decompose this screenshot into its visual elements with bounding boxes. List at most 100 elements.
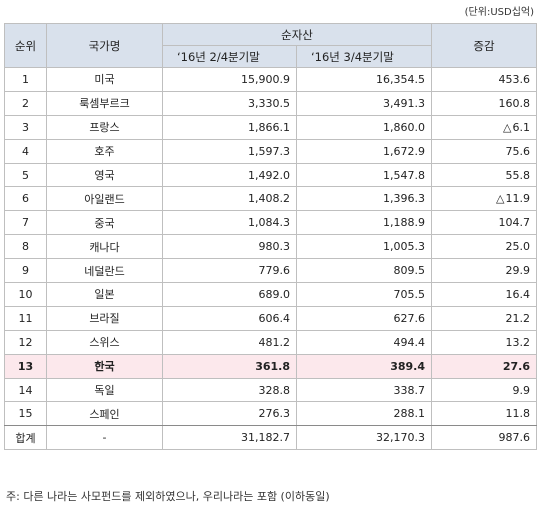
country-cell: 중국 (46, 210, 163, 236)
footnote: 주: 다른 나라는 사모펀드를 제외하였으나, 우리나라는 포함 (이하동일) (6, 490, 330, 503)
country-cell: 스위스 (46, 329, 163, 355)
table-body: 1 미국 15,900.9 16,354.5 453.6 2 룩셈부르크 3,330.5 3,4… (4, 67, 537, 451)
rank-cell: 6 (4, 186, 47, 212)
header-q3: ‘16년 3/4분기말 (296, 45, 432, 68)
q2-value-cell: 606.4 (162, 305, 297, 331)
q2-value-cell: 361.8 (162, 353, 297, 379)
q2-value-cell: 689.0 (162, 282, 297, 307)
table-row: 13 한국 361.8 389.4 27.6 (4, 353, 537, 379)
country-cell: 한국 (46, 353, 163, 379)
rank-cell: 2 (4, 90, 47, 116)
decrease-triangle-icon: △ (503, 120, 512, 134)
change-value: 9.9 (512, 383, 531, 397)
change-value: 11.9 (505, 192, 531, 206)
change-cell: 27.6 (431, 353, 537, 379)
rank-cell: 3 (4, 114, 47, 140)
change-cell: 75.6 (431, 138, 537, 164)
rank-cell: 5 (4, 162, 47, 188)
table-row: 6 아일랜드 1,408.2 1,396.3 △11.9 (4, 186, 537, 212)
table-row: 10 일본 689.0 705.5 16.4 (4, 282, 537, 307)
country-cell: 룩셈부르크 (46, 90, 163, 116)
change-value: 16.4 (505, 287, 531, 301)
change-cell: 11.8 (431, 401, 537, 427)
table-row: 1 미국 15,900.9 16,354.5 453.6 (4, 67, 537, 92)
table-row: 12 스위스 481.2 494.4 13.2 (4, 329, 537, 355)
header-country: 국가명 (46, 23, 163, 68)
q3-value-cell: 1,672.9 (296, 138, 432, 164)
rank-cell: 8 (4, 234, 47, 260)
q3-value-cell: 627.6 (296, 305, 432, 331)
rank-cell: 4 (4, 138, 47, 164)
change-value: 13.2 (505, 335, 531, 349)
rank-cell: 11 (4, 305, 47, 331)
q2-value-cell: 3,330.5 (162, 90, 297, 116)
q2-value-cell: 15,900.9 (162, 67, 297, 92)
rank-cell: 7 (4, 210, 47, 236)
change-value: 11.8 (505, 407, 531, 421)
q2-value-cell: 481.2 (162, 329, 297, 355)
header-rank: 순위 (4, 23, 47, 68)
change-value: 6.1 (512, 120, 531, 134)
q2-value-cell: 1,866.1 (162, 114, 297, 140)
table-row: 2 룩셈부르크 3,330.5 3,491.3 160.8 (4, 90, 537, 116)
country-cell: 네덜란드 (46, 258, 163, 284)
decrease-triangle-icon: △ (496, 192, 505, 206)
rank-cell: 12 (4, 329, 47, 355)
change-cell: 55.8 (431, 162, 537, 188)
change-cell: 104.7 (431, 210, 537, 236)
table-row: 14 독일 328.8 338.7 9.9 (4, 377, 537, 403)
table-row: 4 호주 1,597.3 1,672.9 75.6 (4, 138, 537, 164)
table-row: 15 스페인 276.3 288.1 11.8 (4, 401, 537, 427)
country-cell: 미국 (46, 67, 163, 92)
change-cell: △6.1 (431, 114, 537, 140)
country-cell: 일본 (46, 282, 163, 307)
country-cell: 영국 (46, 162, 163, 188)
q2-value-cell: 1,597.3 (162, 138, 297, 164)
q2-value-cell: 276.3 (162, 401, 297, 427)
q2-value-cell: 1,408.2 (162, 186, 297, 212)
rank-cell: 9 (4, 258, 47, 284)
country-cell: 호주 (46, 138, 163, 164)
change-cell: 29.9 (431, 258, 537, 284)
rank-cell: 13 (4, 353, 47, 379)
table-row: 11 브라질 606.4 627.6 21.2 (4, 305, 537, 331)
total-q3-cell: 32,170.3 (296, 425, 432, 451)
change-value: 29.9 (505, 264, 531, 278)
change-cell: 160.8 (431, 90, 537, 116)
q2-value-cell: 980.3 (162, 234, 297, 260)
q3-value-cell: 1,547.8 (296, 162, 432, 188)
total-row: 합계 -31,182.7 32,170.3 987.6 (4, 425, 537, 451)
q3-value-cell: 1,188.9 (296, 210, 432, 236)
table-row: 7 중국 1,084.3 1,188.9 104.7 (4, 210, 537, 236)
rank-cell: 1 (4, 67, 47, 92)
change-cell: 25.0 (431, 234, 537, 260)
header-net-assets: 순자산 (162, 23, 432, 46)
q3-value-cell: 1,396.3 (296, 186, 432, 212)
q2-value-cell: 779.6 (162, 258, 297, 284)
country-cell: 캐나다 (46, 234, 163, 260)
q3-value-cell: 494.4 (296, 329, 432, 355)
q2-value-cell: 1,492.0 (162, 162, 297, 188)
country-cell: 독일 (46, 377, 163, 403)
change-cell: 9.9 (431, 377, 537, 403)
total-change-cell: 987.6 (431, 425, 537, 451)
change-value: 453.6 (498, 72, 531, 86)
change-value: 27.6 (502, 359, 530, 373)
q3-value-cell: 809.5 (296, 258, 432, 284)
q3-value-cell: 288.1 (296, 401, 432, 427)
rank-cell: 15 (4, 401, 47, 427)
change-value: 104.7 (498, 216, 531, 230)
change-cell: 453.6 (431, 67, 537, 92)
change-value: 55.8 (505, 168, 531, 182)
q3-value-cell: 705.5 (296, 282, 432, 307)
change-cell: 13.2 (431, 329, 537, 355)
q2-value-cell: 328.8 (162, 377, 297, 403)
table-row: 8 캐나다 980.3 1,005.3 25.0 (4, 234, 537, 260)
rank-cell: 14 (4, 377, 47, 403)
change-cell: 21.2 (431, 305, 537, 331)
change-value: 160.8 (498, 96, 531, 110)
table-row: 9 네덜란드 779.6 809.5 29.9 (4, 258, 537, 284)
change-value: 21.2 (505, 311, 531, 325)
q2-value-cell: 1,084.3 (162, 210, 297, 236)
